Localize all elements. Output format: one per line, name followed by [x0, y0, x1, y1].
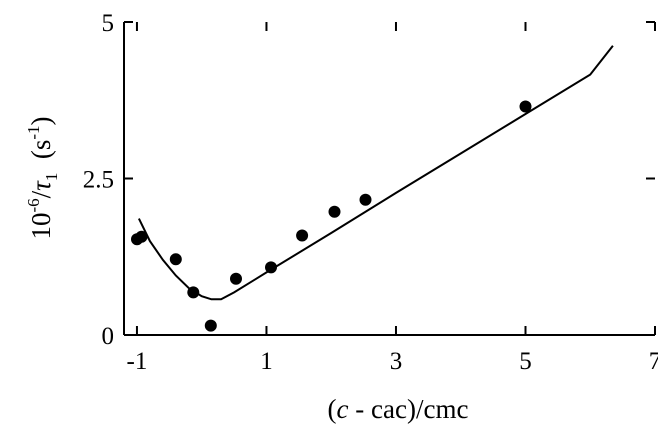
data-point: [230, 272, 242, 285]
y-axis-label: 10-6/τ1 (s-1): [24, 116, 61, 239]
data-point: [204, 319, 217, 332]
data-point: [135, 230, 148, 243]
y-tick-label: 5: [102, 10, 115, 37]
data-point: [296, 229, 309, 242]
data-point: [187, 286, 200, 299]
data-point: [265, 261, 277, 274]
fit-line: [138, 45, 614, 301]
y-ticks: 02.55: [83, 10, 655, 350]
x-tick-label: -1: [127, 348, 148, 375]
x-tick-label: 5: [519, 348, 532, 375]
x-axis-label: (c - cac)/cmc: [328, 394, 469, 424]
data-point: [519, 100, 532, 113]
plot-frame: [123, 22, 655, 336]
data-point: [169, 253, 182, 266]
data-point: [328, 205, 341, 218]
x-tick-label: 3: [390, 348, 403, 375]
data-points: [131, 100, 532, 332]
x-tick-label: 7: [649, 348, 658, 375]
x-ticks: -1 1 3 5 7: [127, 22, 658, 375]
y-tick-label: 0: [102, 323, 115, 350]
x-tick-label: 1: [260, 348, 273, 375]
data-point: [359, 193, 372, 206]
y-tick-label: 2.5: [83, 167, 114, 194]
fit-curve: [138, 45, 614, 301]
